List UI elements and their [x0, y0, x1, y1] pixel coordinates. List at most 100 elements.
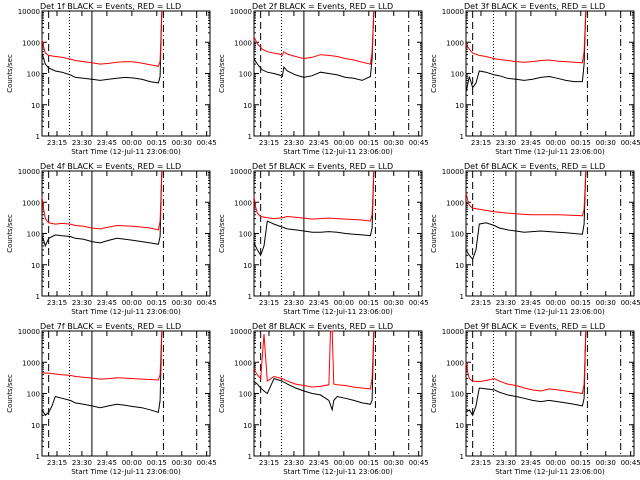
- y-tick-label: 1000: [22, 199, 40, 207]
- x-axis-label: Start Time (12-Jul-11 23:06:00): [71, 468, 181, 476]
- chart-title: Det 5f BLACK = Events, RED = LLD: [252, 162, 393, 171]
- y-tick-label: 1: [36, 453, 40, 461]
- x-axis-label: Start Time (12-Jul-11 23:06:00): [71, 308, 181, 316]
- x-tick-label: 00:15: [571, 459, 591, 467]
- x-tick-label: 23:30: [72, 139, 92, 147]
- x-tick-label: 23:45: [309, 299, 329, 307]
- x-tick-label: 23:15: [47, 299, 67, 307]
- y-tick-label: 1: [460, 453, 464, 461]
- x-tick-label: 00:45: [197, 459, 217, 467]
- y-tick-label: 10: [243, 262, 252, 270]
- y-tick-label: 1000: [234, 39, 252, 47]
- x-tick-label: 00:00: [334, 139, 354, 147]
- chart-panel: Det 9f BLACK = Events, RED = LLD 1 10 100 10…: [430, 322, 640, 476]
- y-axis-label: Counts/sec: [430, 54, 438, 93]
- x-tick-label: 00:00: [122, 459, 142, 467]
- y-tick-label: 100: [451, 231, 464, 239]
- x-tick-label: 23:15: [471, 299, 491, 307]
- x-tick-label: 00:45: [197, 139, 217, 147]
- series-line-red: [253, 170, 375, 222]
- y-tick-label: 10000: [442, 328, 464, 336]
- series-line-red: [41, 330, 163, 381]
- x-tick-label: 23:30: [72, 299, 92, 307]
- y-axis-label: Counts/sec: [218, 54, 226, 93]
- series-line-black: [465, 330, 587, 417]
- y-tick-label: 1000: [446, 359, 464, 367]
- x-tick-label: 00:30: [384, 139, 404, 147]
- y-tick-label: 10: [455, 102, 464, 110]
- x-tick-label: 00:00: [334, 299, 354, 307]
- y-tick-label: 10: [243, 102, 252, 110]
- y-tick-label: 10000: [230, 168, 252, 176]
- x-tick-label: 23:30: [496, 139, 516, 147]
- x-tick-label: 23:45: [97, 139, 117, 147]
- x-tick-label: 00:15: [359, 139, 379, 147]
- chart-title: Det 6f BLACK = Events, RED = LLD: [464, 162, 605, 171]
- chart-title: Det 9f BLACK = Events, RED = LLD: [464, 322, 605, 331]
- series-line-red: [253, 330, 375, 390]
- y-tick-label: 1000: [446, 199, 464, 207]
- plot-frame: [253, 170, 423, 297]
- series-line-black: [41, 10, 163, 84]
- series-line-black: [41, 330, 163, 417]
- y-axis-label: Counts/sec: [218, 374, 226, 413]
- y-tick-label: 10000: [442, 8, 464, 16]
- series-line-red: [465, 170, 587, 217]
- series-line-red: [41, 10, 163, 67]
- x-tick-label: 00:45: [409, 299, 429, 307]
- x-tick-label: 00:00: [122, 299, 142, 307]
- x-tick-label: 00:15: [359, 299, 379, 307]
- series-line-red: [41, 170, 163, 231]
- y-axis-label: Counts/sec: [430, 214, 438, 253]
- x-tick-label: 23:45: [97, 299, 117, 307]
- y-tick-label: 1: [248, 453, 252, 461]
- x-tick-label: 23:15: [259, 459, 279, 467]
- chart-title: Det 2f BLACK = Events, RED = LLD: [252, 2, 393, 11]
- x-tick-label: 00:15: [147, 299, 167, 307]
- x-axis-label: Start Time (12-Jul-11 23:06:00): [495, 468, 605, 476]
- x-tick-label: 00:45: [197, 299, 217, 307]
- chart-panel: Det 7f BLACK = Events, RED = LLD 1 10 100 10…: [6, 322, 217, 476]
- x-tick-label: 23:15: [47, 139, 67, 147]
- series-line-black: [253, 10, 375, 81]
- x-tick-label: 23:15: [471, 459, 491, 467]
- x-tick-label: 00:00: [546, 299, 566, 307]
- y-tick-label: 10000: [18, 328, 40, 336]
- y-tick-label: 100: [451, 391, 464, 399]
- x-tick-label: 23:45: [97, 459, 117, 467]
- y-tick-label: 100: [239, 391, 252, 399]
- y-tick-label: 10000: [18, 8, 40, 16]
- y-tick-label: 100: [239, 71, 252, 79]
- x-tick-label: 23:15: [259, 139, 279, 147]
- x-tick-label: 00:15: [571, 299, 591, 307]
- x-tick-label: 23:30: [284, 139, 304, 147]
- chart-panel: Det 1f BLACK = Events, RED = LLD 1 10 100 10…: [6, 2, 217, 156]
- y-tick-label: 1: [460, 293, 464, 301]
- x-tick-label: 00:15: [571, 139, 591, 147]
- y-tick-label: 1000: [446, 39, 464, 47]
- y-axis-label: Counts/sec: [430, 374, 438, 413]
- y-tick-label: 10: [31, 262, 40, 270]
- x-axis-label: Start Time (12-Jul-11 23:06:00): [495, 148, 605, 156]
- chart-panel: Det 2f BLACK = Events, RED = LLD 1 10 100 10…: [218, 2, 429, 156]
- chart-panel: Det 5f BLACK = Events, RED = LLD 1 10 100 10…: [218, 162, 429, 316]
- plot-frame: [41, 330, 211, 457]
- y-tick-label: 100: [27, 231, 40, 239]
- y-tick-label: 10000: [230, 8, 252, 16]
- x-axis-label: Start Time (12-Jul-11 23:06:00): [283, 468, 393, 476]
- y-axis-label: Counts/sec: [6, 214, 14, 253]
- series-line-black: [253, 330, 375, 412]
- y-tick-label: 10000: [442, 168, 464, 176]
- series-line-red: [253, 10, 375, 65]
- x-tick-label: 00:45: [621, 139, 640, 147]
- y-tick-label: 1000: [22, 39, 40, 47]
- x-tick-label: 23:30: [496, 459, 516, 467]
- x-tick-label: 23:30: [284, 459, 304, 467]
- chart-title: Det 8f BLACK = Events, RED = LLD: [252, 322, 393, 331]
- y-tick-label: 100: [239, 231, 252, 239]
- y-tick-label: 10: [31, 102, 40, 110]
- chart-title: Det 1f BLACK = Events, RED = LLD: [40, 2, 181, 11]
- y-tick-label: 10: [455, 422, 464, 430]
- x-tick-label: 23:30: [72, 459, 92, 467]
